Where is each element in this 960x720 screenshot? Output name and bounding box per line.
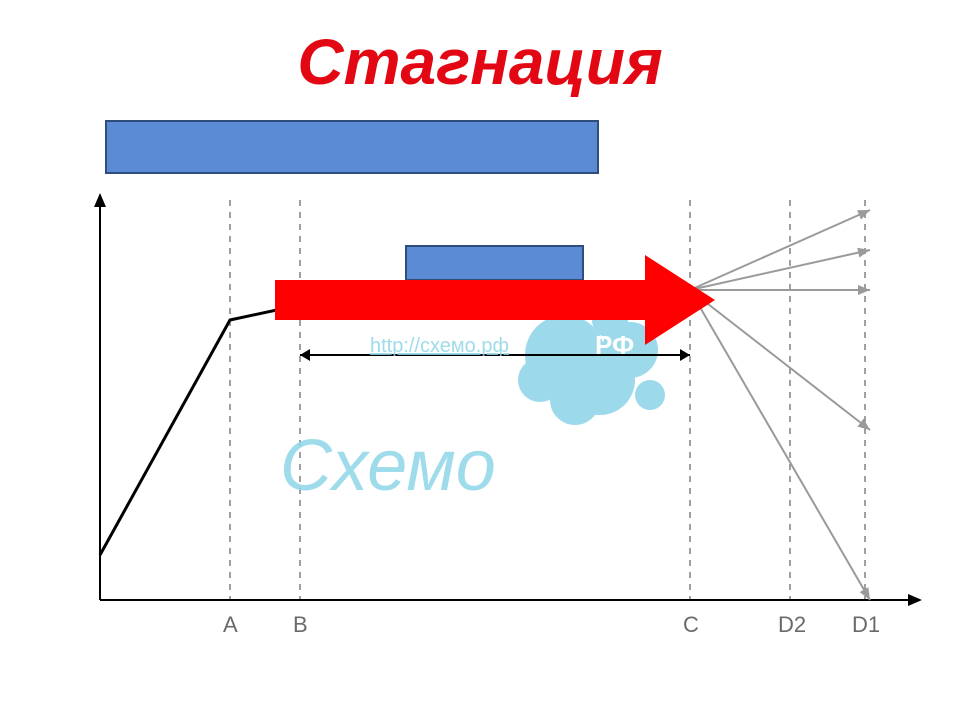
x-axis-label: D2 — [778, 612, 806, 638]
x-axis-label: B — [293, 612, 308, 638]
x-axis-label: D1 — [852, 612, 880, 638]
x-axis-label: C — [683, 612, 699, 638]
chart-layer — [94, 193, 922, 606]
x-axis-label: A — [223, 612, 238, 638]
chart-svg — [0, 0, 960, 720]
diagram-stage: Стагнация Схемо http://схемо.рф РФ ABCD2… — [0, 0, 960, 720]
